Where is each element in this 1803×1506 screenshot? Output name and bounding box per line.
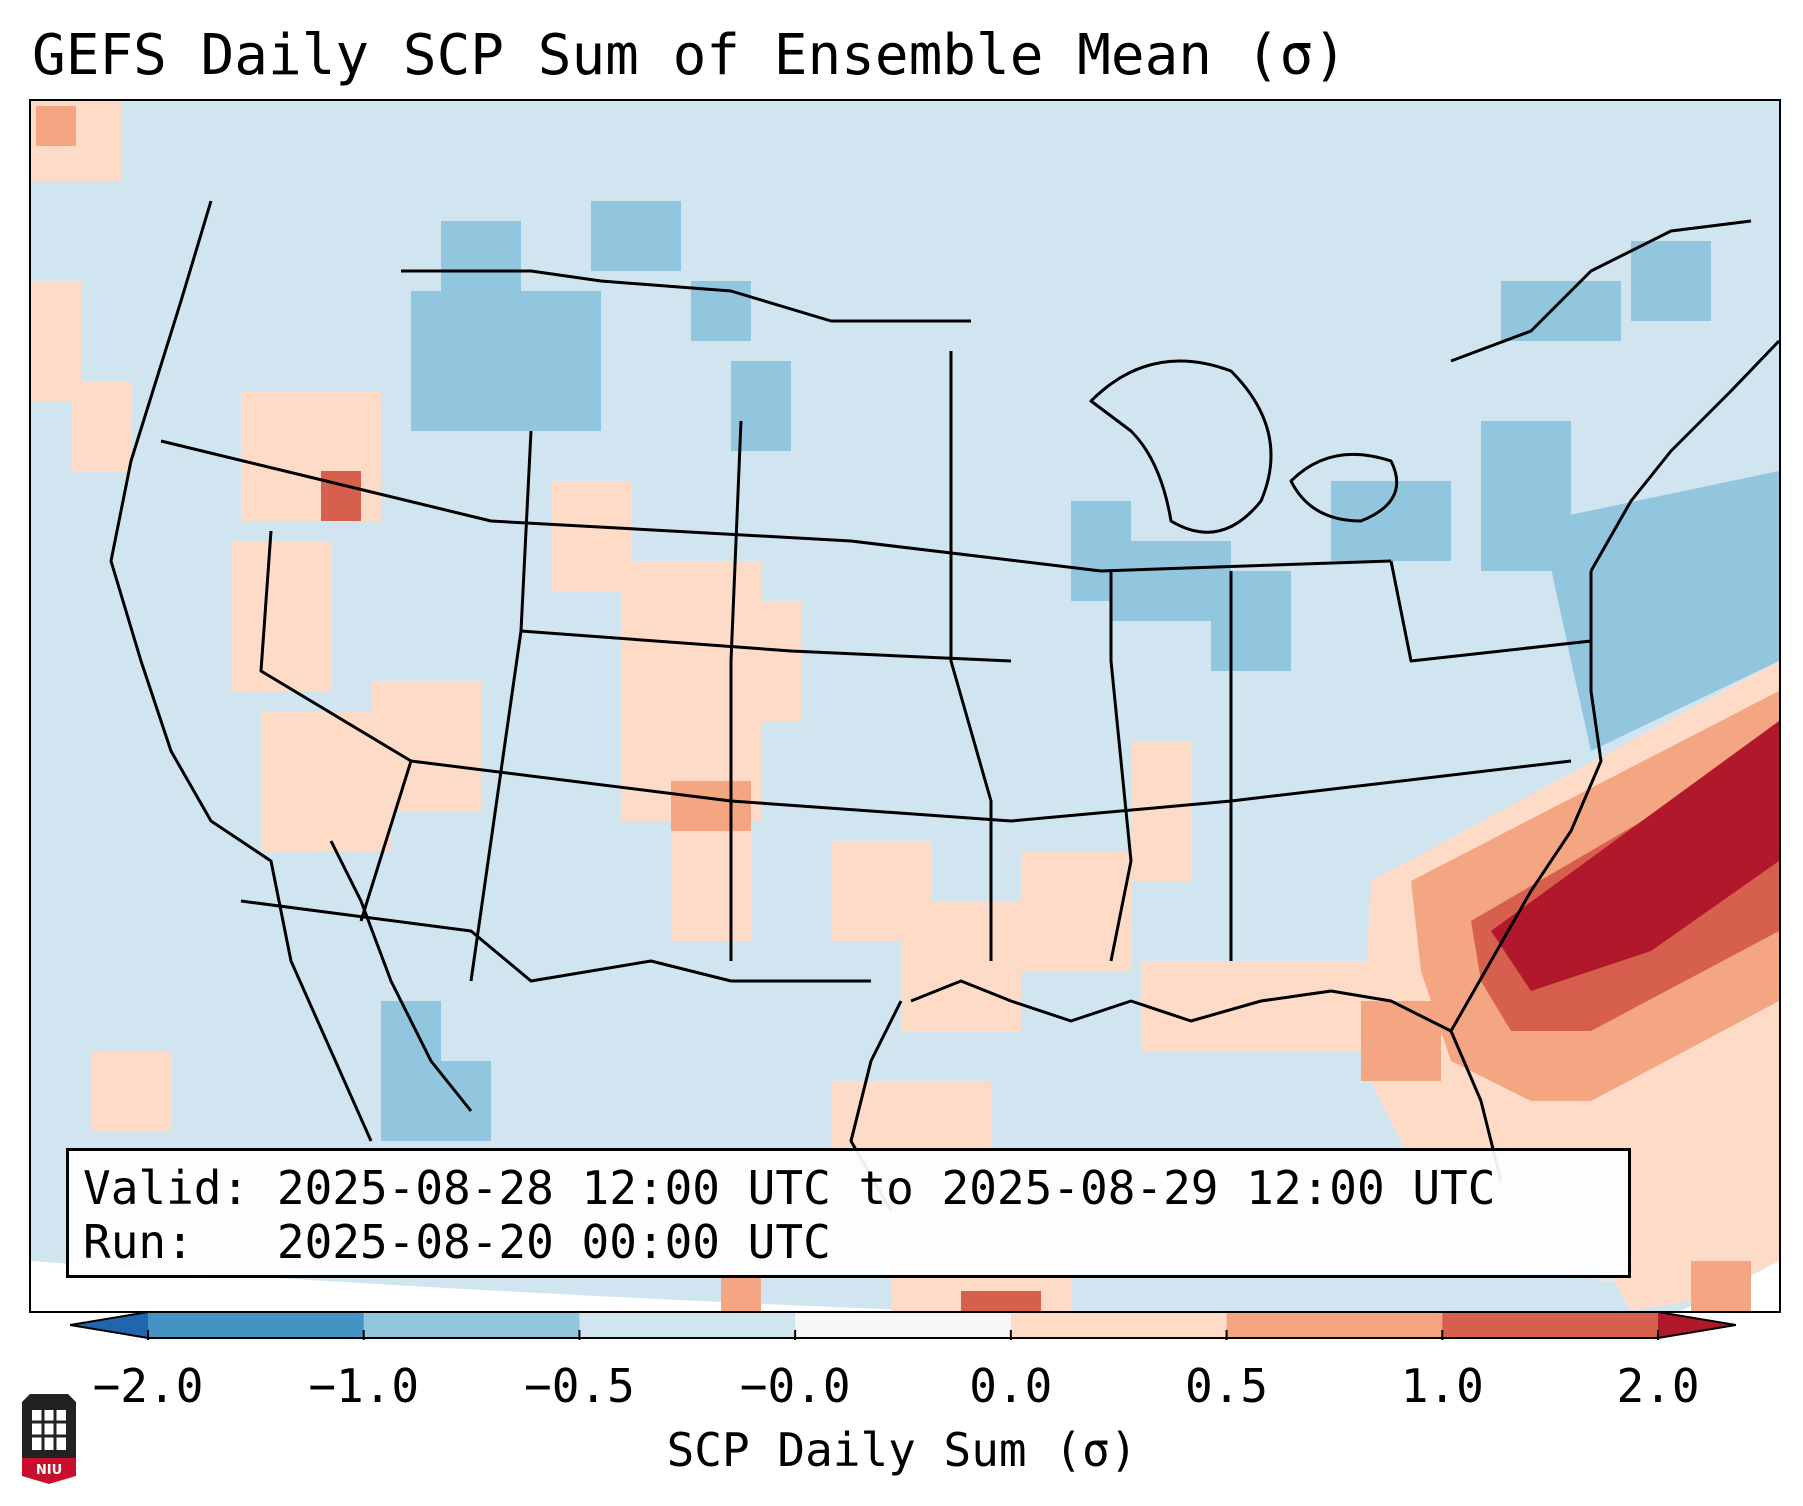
projection-edge-bottom-left	[31, 1261, 931, 1311]
pos-region	[901, 901, 1021, 1031]
mexico-border	[240, 899, 871, 983]
colorbar-segment	[363, 1312, 580, 1338]
colorbar	[70, 1311, 1736, 1340]
west-coastline	[109, 200, 373, 1142]
logo-window-grid	[32, 1410, 66, 1450]
run-prefix: Run:	[83, 1215, 194, 1269]
pos-region	[231, 541, 331, 691]
pos-region	[1021, 851, 1131, 971]
colorbar-tick-label: 2.0	[1616, 1359, 1700, 1413]
colorado-boundary	[729, 420, 743, 961]
pos-region	[71, 381, 131, 471]
colorbar-segment	[148, 1312, 365, 1338]
pos-region	[1691, 1261, 1751, 1311]
valid-prefix: Valid:	[83, 1161, 250, 1215]
niu-logo-icon: NIU	[22, 1394, 76, 1484]
central-boundary	[520, 629, 1012, 663]
colorbar-segment	[579, 1312, 796, 1338]
valid-run-info-box: Valid: 2025-08-28 12:00 UTC to 2025-08-2…	[66, 1148, 1631, 1278]
neg-region	[591, 201, 681, 271]
pos-region	[551, 481, 631, 591]
nevada-boundary	[259, 530, 413, 922]
pos-region	[371, 681, 481, 811]
utah-boundary	[469, 430, 533, 982]
pos-region	[671, 781, 751, 831]
pos-region	[91, 1051, 171, 1131]
pos-region	[731, 601, 801, 721]
pos-region	[1621, 781, 1779, 901]
map-panel[interactable]	[29, 99, 1781, 1313]
atlantic-coastline	[1449, 571, 1603, 1032]
neg-region	[441, 221, 521, 301]
northeast-coastline	[1589, 339, 1779, 572]
colorbar-label: SCP Daily Sum (σ)	[666, 1423, 1138, 1477]
neg-region	[1541, 471, 1779, 751]
neg-region	[1501, 281, 1621, 341]
logo-window	[32, 1410, 66, 1450]
colorbar-tick-label: −2.0	[92, 1359, 204, 1413]
gulf-coastline	[910, 979, 1503, 1182]
colorbar-segment	[1442, 1312, 1659, 1338]
northern-border-line	[160, 439, 1392, 573]
mid-latitude-boundary	[410, 759, 1572, 823]
colorbar-tick-label: −0.5	[524, 1359, 635, 1413]
colorbar-extend-high	[1658, 1312, 1736, 1338]
mississippi-boundary	[1109, 571, 1133, 962]
pos-region	[36, 106, 76, 146]
colorbar-segment	[795, 1312, 1012, 1338]
valid-value: 2025-08-28 12:00 UTC to 2025-08-29 12:00…	[276, 1161, 1496, 1215]
neg-region	[1211, 571, 1291, 671]
colorbar-segment	[1010, 1312, 1228, 1338]
run-value: 2025-08-20 00:00 UTC	[276, 1215, 831, 1269]
st-lawrence-line	[1450, 219, 1752, 363]
pos-region	[1131, 741, 1191, 881]
canada-border	[401, 269, 971, 323]
negative-anomaly-regions	[381, 201, 1779, 1141]
baja-coastline	[329, 840, 473, 1112]
colorbar-segment	[1226, 1312, 1443, 1338]
map-title: GEFS Daily SCP Sum of Ensemble Mean (σ)	[32, 23, 1347, 88]
appalachian-boundary	[1389, 560, 1592, 663]
great-lakes-outline	[1089, 359, 1273, 534]
pos-region	[1141, 961, 1381, 1051]
scp-field-map	[31, 101, 1779, 1311]
colorbar-tick-label: 1.0	[1400, 1359, 1484, 1413]
colorbar-outline	[70, 1311, 1736, 1339]
boundaries	[109, 200, 1779, 1212]
neg-region	[1631, 241, 1711, 321]
colorbar-extend-low	[70, 1312, 148, 1338]
neg-region	[411, 291, 601, 431]
logo-banner	[22, 1458, 76, 1484]
very-high-positive-regions	[1491, 721, 1779, 991]
pos-region	[961, 1291, 1041, 1311]
pos-region	[1361, 1001, 1441, 1081]
colorbar-tick-label: 0.5	[1185, 1359, 1269, 1413]
projection-edge-bottom-right	[1681, 1261, 1779, 1311]
colorbar-segments	[148, 1312, 1659, 1338]
colorbar-tick-label: 0.0	[969, 1359, 1053, 1413]
plains-boundary	[949, 351, 993, 961]
logo-text: NIU	[36, 1463, 62, 1478]
lake-erie-outline	[1289, 452, 1399, 523]
colorbar-tick-label: −0.0	[739, 1359, 851, 1413]
pos-region	[321, 471, 361, 521]
colorbar-tick-label: −1.0	[308, 1359, 420, 1413]
